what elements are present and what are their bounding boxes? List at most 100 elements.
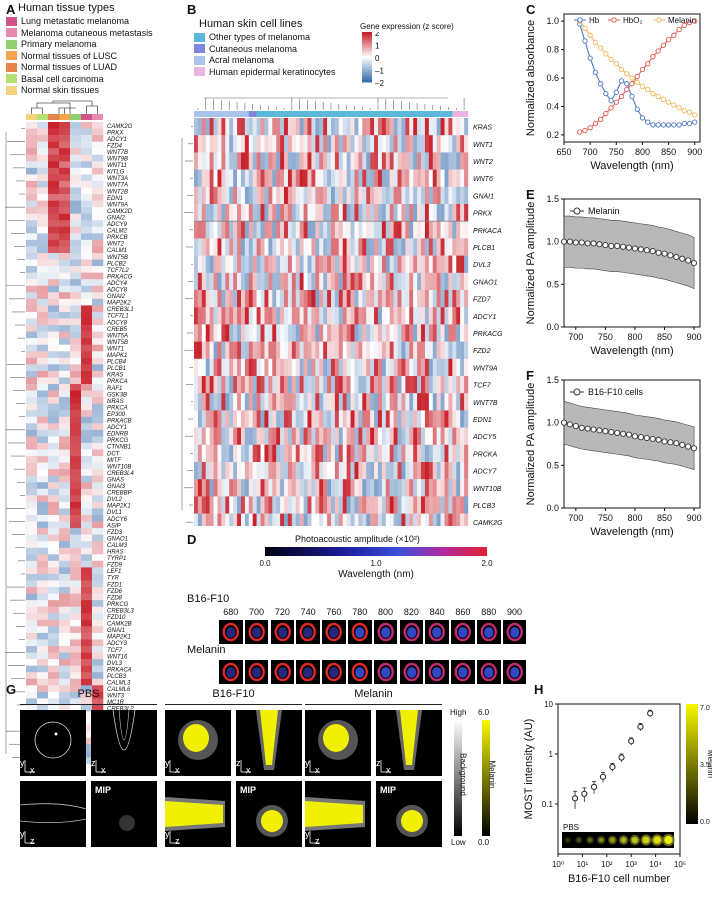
panel-a-cell	[26, 180, 38, 188]
panel-a-cell	[48, 397, 60, 404]
panel-a-cell	[26, 397, 38, 404]
panel-a-cell	[92, 534, 104, 542]
panel-h-colorbar-tick: 3.5	[700, 762, 710, 769]
panel-a-cell	[70, 148, 82, 156]
panel-b-cell	[201, 341, 206, 359]
panel-b-cell	[409, 341, 414, 359]
panel-a-cell	[48, 593, 60, 601]
panel-b-cell	[303, 307, 308, 325]
panel-b-cell	[272, 376, 277, 394]
panel-a-cell	[59, 344, 71, 352]
panel-a-gene-label: WNT7A	[107, 183, 128, 189]
panel-b-cell	[350, 152, 355, 170]
panel-a-cell	[92, 488, 104, 496]
panel-b-cell	[374, 376, 379, 394]
panel-a-cell	[48, 187, 60, 195]
panel-b-cell	[436, 324, 441, 342]
panel-a-cell	[92, 547, 104, 555]
panel-b-cell	[260, 358, 265, 377]
panel-b-cell	[334, 341, 340, 359]
panel-a-cell	[37, 194, 49, 201]
panel-a-cell	[26, 659, 38, 666]
panel-b-cell	[205, 341, 210, 359]
panel-c-point	[686, 120, 693, 127]
panel-b-cell	[424, 513, 430, 526]
panel-b-cell	[295, 341, 300, 359]
panel-b-cell	[276, 307, 281, 325]
panel-b-cell	[354, 307, 359, 325]
panel-b-cell	[307, 255, 312, 273]
panel-b-cell	[323, 341, 328, 359]
panel-b-cell	[460, 118, 465, 136]
panel-b-cell	[377, 290, 383, 308]
panel-b-cell	[397, 169, 402, 187]
panel-b-cell	[252, 135, 257, 153]
panel-b-cell	[385, 272, 390, 291]
panel-b-cell	[381, 169, 386, 187]
panel-b-cell	[244, 410, 249, 428]
panel-a-cell	[48, 200, 60, 208]
panel-b-cell	[209, 513, 214, 526]
panel-b-cell	[201, 221, 206, 239]
panel-b-cell	[237, 324, 242, 342]
panel-b-cell	[424, 272, 430, 291]
panel-b-cell	[307, 324, 312, 342]
panel-b-cell	[362, 479, 367, 497]
panel-a-gene-label: ADCY9	[106, 222, 128, 228]
panel-b-cell	[405, 221, 410, 239]
panel-b-cell	[256, 376, 261, 394]
panel-d-tile-image	[480, 662, 497, 682]
panel-b-cell	[272, 255, 277, 273]
panel-a-cell	[59, 220, 71, 228]
panel-b-cell	[421, 410, 426, 428]
panel-b-cell	[331, 290, 336, 308]
panel-g-image	[20, 803, 86, 844]
panel-b-cell	[205, 307, 210, 325]
panel-b-cell	[385, 496, 390, 514]
panel-a-cell	[26, 364, 38, 372]
panel-b-cell	[377, 427, 383, 445]
panel-a-cell	[81, 161, 93, 169]
panel-b-cell	[315, 513, 320, 526]
panel-b-cell	[440, 152, 445, 170]
panel-c-point	[629, 93, 635, 100]
panel-b-cell	[460, 238, 465, 256]
panel-b-cell	[432, 204, 437, 222]
panel-b-cell	[256, 152, 261, 170]
panel-a-cell	[92, 423, 104, 431]
panel-b-cell	[221, 238, 226, 256]
panel-b-col-annotation	[460, 111, 465, 117]
panel-b-cell	[299, 479, 304, 497]
panel-a-gene-label: CALML3	[107, 681, 131, 687]
panel-d-wavelength-label: 860	[455, 607, 471, 617]
panel-b-cell	[350, 186, 355, 205]
panel-c-point	[655, 122, 661, 128]
panel-b-cell	[338, 204, 343, 222]
panel-d-row-label: B16-F10	[187, 593, 230, 605]
panel-b-cell	[284, 186, 289, 205]
panel-b-cell	[366, 376, 371, 394]
panel-c-legend-marker	[611, 17, 617, 23]
panel-b-cell	[366, 358, 371, 377]
panel-b-col-annotation	[358, 111, 363, 117]
panel-b-cell	[436, 255, 441, 273]
panel-a-cell	[26, 495, 38, 503]
panel-b-cell	[268, 307, 273, 325]
panel-b-cell	[334, 186, 340, 205]
panel-a-cell	[48, 357, 60, 365]
panel-b-cell	[268, 341, 273, 359]
panel-b-cell	[272, 393, 277, 411]
panel-b-cell	[370, 186, 375, 205]
panel-a-cell	[92, 174, 104, 182]
panel-b-cell	[421, 169, 426, 187]
panel-b-cell	[413, 221, 418, 239]
panel-a-cell	[92, 541, 104, 549]
panel-a-cell	[81, 298, 93, 306]
panel-b-cell	[284, 118, 289, 136]
panel-b-cell	[370, 462, 375, 480]
panel-b-cell	[237, 169, 242, 187]
panel-b-cell	[366, 427, 371, 445]
panel-c-point	[629, 81, 635, 87]
panel-b-cell	[284, 152, 289, 170]
panel-b-cell	[334, 204, 340, 222]
